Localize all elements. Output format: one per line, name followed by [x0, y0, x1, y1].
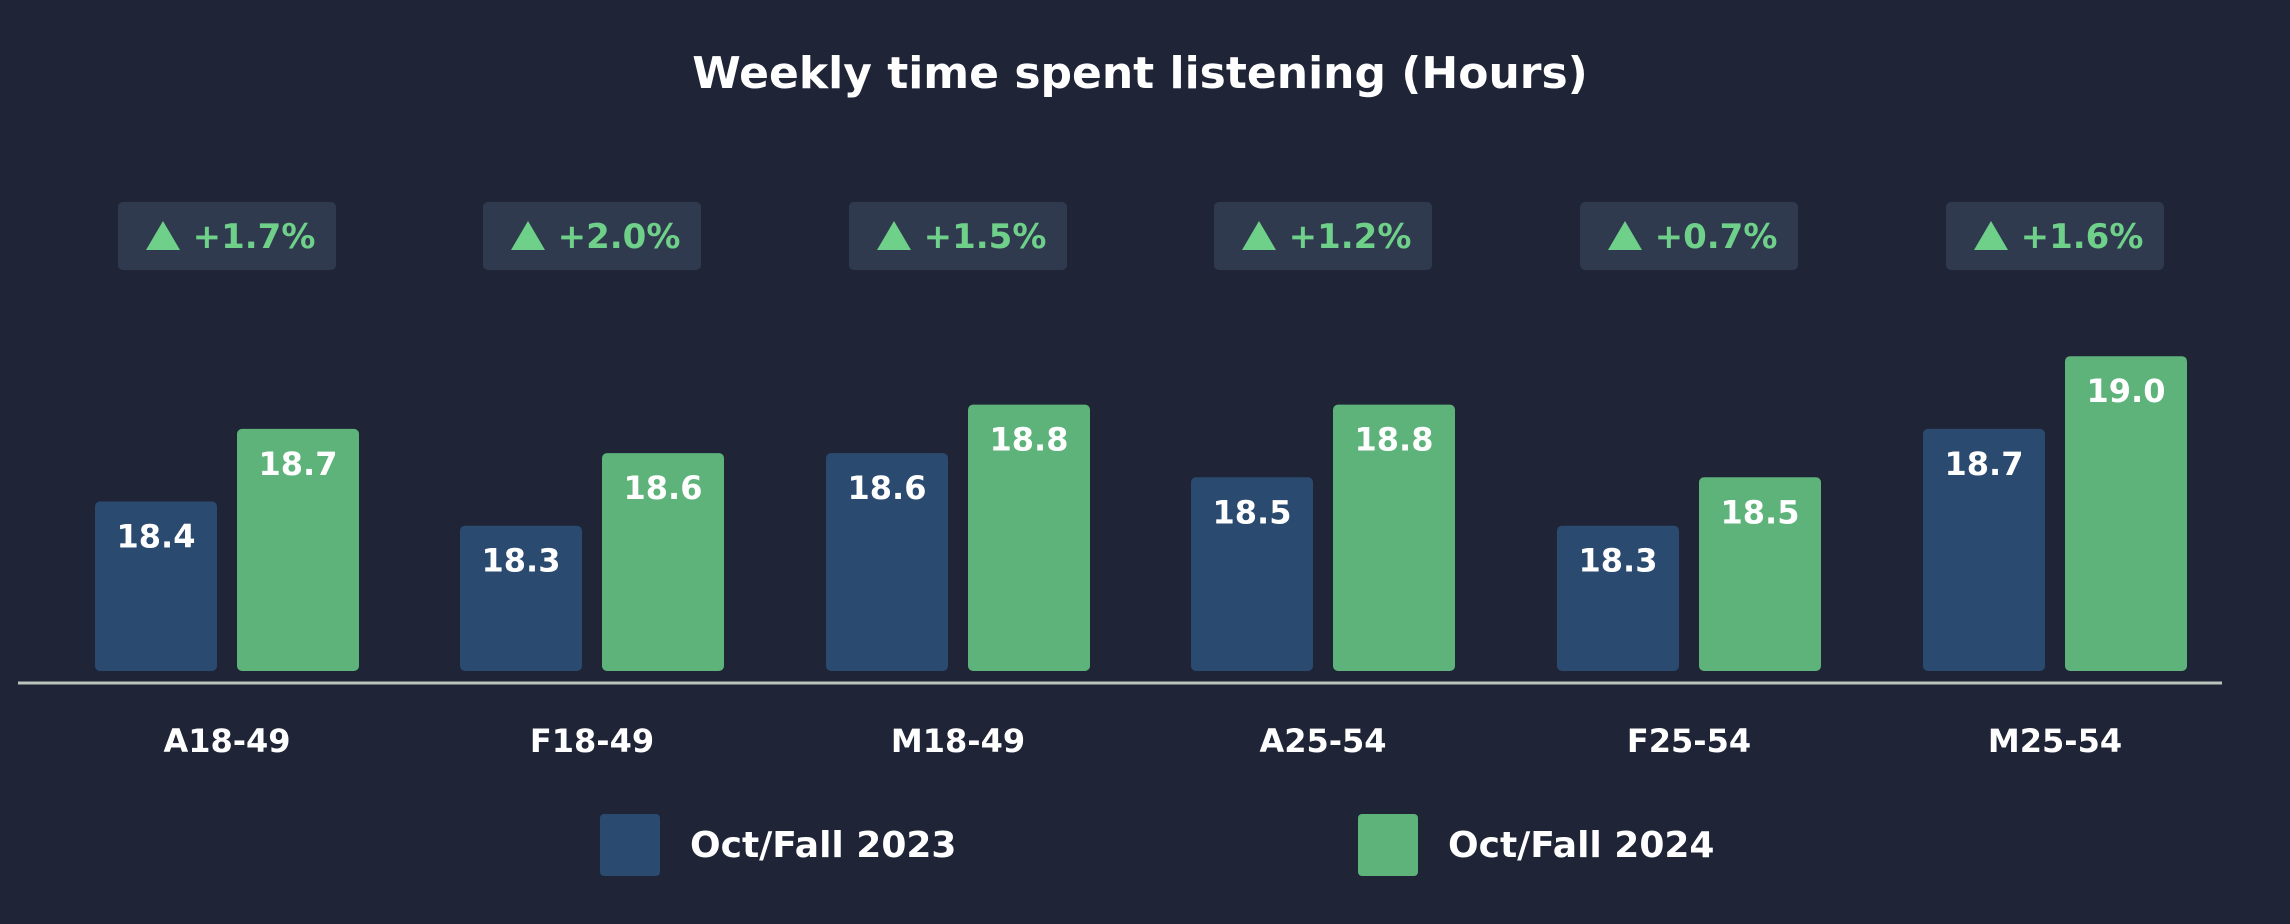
- bar-oct-fall-2024-a25-54: [1333, 404, 1455, 671]
- change-percent: +1.7%: [193, 217, 316, 257]
- change-badge: +1.5%: [849, 202, 1067, 270]
- legend-label: Oct/Fall 2023: [690, 825, 956, 866]
- x-tick-label: M25-54: [1988, 722, 2122, 760]
- x-tick-label: F25-54: [1627, 722, 1751, 760]
- up-arrow-icon: [877, 221, 911, 250]
- change-badge: +1.6%: [1946, 202, 2164, 270]
- change-percent: +1.2%: [1289, 217, 1412, 257]
- change-badge-background: [1214, 202, 1432, 270]
- bar-oct-fall-2023-a18-49: [95, 501, 217, 671]
- bar-value-label: 18.5: [1213, 493, 1292, 531]
- x-tick-label: M18-49: [891, 722, 1025, 760]
- change-percent: +2.0%: [558, 217, 681, 257]
- bar-value-label: 18.3: [482, 542, 561, 580]
- change-badge-background: [1580, 202, 1798, 270]
- change-badge-background: [483, 202, 701, 270]
- bar-oct-fall-2023-m18-49: [826, 453, 948, 671]
- change-badge-background: [1946, 202, 2164, 270]
- bar-value-label: 18.6: [624, 469, 703, 507]
- legend-label: Oct/Fall 2024: [1448, 825, 1714, 866]
- bar-oct-fall-2024-m25-54: [2065, 356, 2187, 671]
- bar-value-label: 18.7: [259, 445, 338, 483]
- legend-swatch: [600, 814, 660, 876]
- x-tick-labels: A18-49 F18-49 M18-49 A25-54 F25-54 M25-54: [163, 722, 2122, 760]
- change-percent: +1.6%: [2021, 217, 2144, 257]
- change-badge-background: [118, 202, 336, 270]
- x-tick-label: A18-49: [163, 722, 290, 760]
- change-badges: +1.7% +2.0% +1.5% +1.2% +0.7% +1.6%: [118, 202, 2164, 270]
- change-badge: +0.7%: [1580, 202, 1798, 270]
- bar-value-label: 18.4: [117, 518, 196, 556]
- legend: Oct/Fall 2023 Oct/Fall 2024: [600, 814, 1714, 876]
- bar-value-label: 18.3: [1579, 542, 1658, 580]
- bar-value-label: 18.5: [1721, 493, 1800, 531]
- up-arrow-icon: [1242, 221, 1276, 250]
- x-tick-label: A25-54: [1259, 722, 1386, 760]
- bar-value-label: 18.7: [1945, 445, 2024, 483]
- legend-item: Oct/Fall 2024: [1358, 814, 1714, 876]
- bars: 18.4 18.7 18.3 18.6 18.6 18.8 18.5 18.8 18.3 18.5…: [95, 356, 2187, 671]
- bar-value-label: 19.0: [2087, 372, 2166, 410]
- up-arrow-icon: [1974, 221, 2008, 250]
- chart-title: Weekly time spent listening (Hours): [692, 48, 1588, 99]
- bar-oct-fall-2024-m18-49: [968, 404, 1090, 671]
- bar-oct-fall-2024-f25-54: [1699, 477, 1821, 671]
- bar-oct-fall-2024-f18-49: [602, 453, 724, 671]
- change-percent: +0.7%: [1655, 217, 1778, 257]
- bar-oct-fall-2023-a25-54: [1191, 477, 1313, 671]
- change-percent: +1.5%: [924, 217, 1047, 257]
- bar-oct-fall-2024-a18-49: [237, 428, 359, 671]
- change-badge: +1.7%: [118, 202, 336, 270]
- up-arrow-icon: [146, 221, 180, 250]
- bar-value-label: 18.8: [1355, 421, 1434, 459]
- bar-value-label: 18.6: [848, 469, 927, 507]
- change-badge: +2.0%: [483, 202, 701, 270]
- bar-oct-fall-2023-m25-54: [1923, 428, 2045, 671]
- change-badge-background: [849, 202, 1067, 270]
- up-arrow-icon: [1608, 221, 1642, 250]
- change-badge: +1.2%: [1214, 202, 1432, 270]
- legend-item: Oct/Fall 2023: [600, 814, 956, 876]
- legend-swatch: [1358, 814, 1418, 876]
- up-arrow-icon: [511, 221, 545, 250]
- bar-oct-fall-2023-f18-49: [460, 525, 582, 671]
- bar-value-label: 18.8: [990, 421, 1069, 459]
- bar-oct-fall-2023-f25-54: [1557, 525, 1679, 671]
- x-tick-label: F18-49: [530, 722, 654, 760]
